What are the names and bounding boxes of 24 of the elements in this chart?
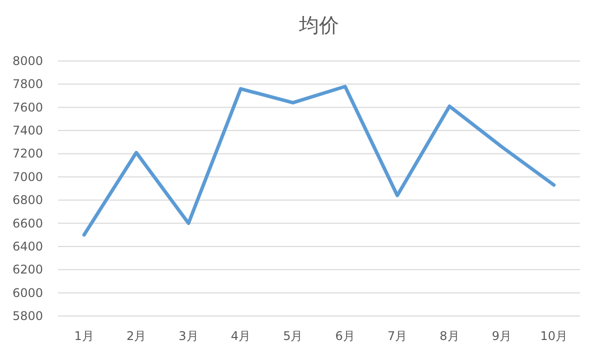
x-tick-label: 10月 [540,329,568,343]
y-tick-label: 7000 [12,170,43,184]
x-tick-label: 9月 [492,329,512,343]
y-tick-label: 6800 [12,193,43,208]
y-tick-label: 6200 [12,262,43,277]
x-tick-label: 8月 [440,329,460,343]
y-tick-label: 8000 [12,54,43,68]
y-tick-label: 6400 [12,239,43,254]
y-tick-label: 6000 [12,286,43,300]
y-tick-label: 6600 [12,216,43,230]
line-series [82,84,556,237]
x-tick-label: 2月 [126,329,146,343]
x-tick-label: 5月 [283,329,303,343]
y-tick-label: 7200 [12,146,43,161]
y-tick-label: 5800 [12,309,43,323]
x-tick-label: 6月 [335,329,355,343]
x-tick-label: 3月 [178,329,198,343]
y-tick-label: 7800 [12,77,43,92]
y-tick-label: 7600 [12,100,43,114]
y-tick-label: 7400 [12,124,43,138]
chart-title: 均价 [298,13,339,37]
x-tick-label: 1月 [74,329,94,343]
x-tick-label: 4月 [230,329,251,343]
x-tick-label: 7月 [387,329,408,343]
